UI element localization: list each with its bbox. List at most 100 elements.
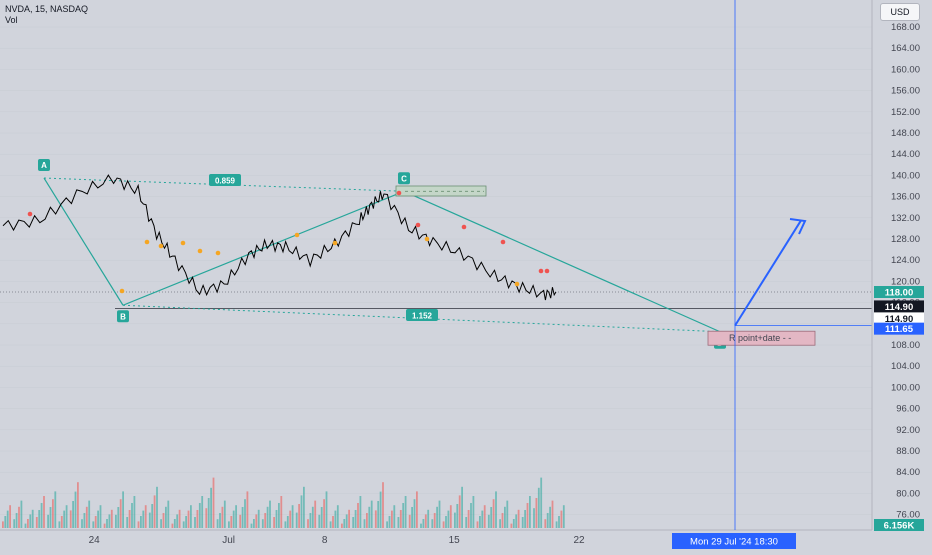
volume-bars — [2, 477, 565, 528]
volume-bar — [472, 496, 475, 528]
volume-bar — [537, 487, 540, 528]
projection-arrow-head — [789, 218, 807, 235]
volume-bar — [549, 506, 551, 528]
y-tick-label: 120.00 — [891, 276, 920, 287]
volume-bar — [420, 523, 422, 528]
pattern-point-label: A — [41, 161, 47, 170]
volume-bar — [216, 519, 219, 528]
volume-bar — [278, 503, 280, 528]
ratio-label: 0.859 — [215, 177, 236, 186]
volume-bar — [15, 513, 18, 528]
volume-bar — [323, 499, 325, 528]
volume-bar — [424, 514, 427, 528]
ratio-badge — [406, 309, 438, 321]
volume-bar — [9, 505, 11, 528]
y-tick-label: 100.00 — [891, 382, 920, 393]
volume-bar — [110, 509, 113, 528]
volume-tag — [874, 519, 924, 531]
volume-bar — [261, 519, 264, 528]
volume-bar — [558, 516, 560, 528]
volume-bar — [103, 523, 106, 528]
volume-bar — [162, 513, 165, 528]
volume-bar — [560, 510, 563, 528]
volume-bar — [314, 500, 317, 528]
volume-bar — [307, 519, 309, 528]
volume-bar — [300, 495, 303, 528]
y-tick-label: 164.00 — [891, 43, 920, 54]
volume-bar — [173, 519, 176, 528]
pattern-leg — [403, 190, 721, 333]
volume-bar — [386, 521, 388, 528]
volume-bar — [555, 521, 558, 528]
volume-bar — [81, 519, 83, 528]
volume-bar — [2, 521, 4, 528]
y-tick-label: 124.00 — [891, 255, 920, 266]
volume-bar — [269, 500, 271, 528]
volume-bar — [479, 516, 481, 528]
volume-bar — [295, 512, 298, 528]
volume-bar — [185, 516, 187, 528]
volume-bar — [442, 521, 445, 528]
volume-bar — [404, 496, 407, 528]
volume-bar — [544, 519, 547, 528]
volume-bar — [151, 504, 154, 528]
volume-bar — [190, 505, 192, 528]
volume-bar — [88, 500, 91, 528]
y-tick-label: 128.00 — [891, 234, 920, 245]
volume-bar — [176, 514, 179, 528]
signal-dot — [514, 281, 520, 287]
volume-bar — [187, 510, 190, 528]
volume-bar — [449, 505, 452, 528]
currency-button[interactable]: USD — [880, 3, 920, 21]
volume-bar — [92, 521, 95, 528]
volume-bar — [94, 516, 97, 528]
volume-bar — [492, 499, 495, 528]
volume-bar — [153, 495, 156, 528]
projection-arrow-shaft — [734, 219, 802, 327]
y-tick-label: 76.00 — [896, 510, 920, 521]
volume-bar — [309, 513, 312, 528]
volume-bar — [481, 510, 484, 528]
price-tag-label: 118.00 — [885, 288, 914, 299]
volume-bar — [49, 507, 52, 528]
price-tag-label: 111.65 — [885, 324, 914, 335]
volume-bar — [63, 510, 66, 528]
volume-bar — [476, 521, 479, 528]
abcd-pattern — [43, 177, 721, 333]
x-tick-label: 15 — [449, 535, 461, 546]
volume-indicator-label: Vol — [5, 15, 18, 25]
volume-bar — [291, 505, 294, 528]
volume-bar — [382, 482, 384, 528]
y-tick-label: 144.00 — [891, 149, 920, 160]
volume-bar — [546, 513, 549, 528]
volume-bar — [167, 500, 170, 528]
volume-bar — [60, 516, 63, 528]
volume-bar — [336, 505, 339, 528]
signal-dot — [180, 240, 186, 246]
pattern-point-label: B — [120, 312, 126, 321]
y-tick-label: 92.00 — [896, 425, 920, 436]
volume-bar — [368, 506, 371, 528]
volume-bar — [467, 510, 470, 528]
volume-bar — [273, 517, 275, 528]
volume-bar — [377, 501, 380, 528]
ratio-badge — [209, 174, 241, 186]
price-tag — [874, 286, 924, 298]
price-axis: 168.00 164.00 160.00 156.00 152.00 148.00 144.… — [871, 0, 924, 532]
volume-bar — [490, 507, 493, 528]
volume-bar — [374, 510, 377, 528]
volume-bar — [465, 517, 468, 528]
volume-bar — [499, 519, 501, 528]
volume-bar — [354, 510, 357, 528]
volume-bar — [178, 509, 181, 528]
volume-bar — [402, 503, 405, 528]
pattern-point-badge — [398, 172, 410, 185]
volume-bar — [117, 507, 120, 528]
volume-bar — [298, 504, 300, 528]
signal-dot — [544, 268, 550, 274]
volume-bar — [483, 505, 486, 528]
volume-bar — [201, 496, 204, 528]
volume-bar — [122, 491, 124, 528]
